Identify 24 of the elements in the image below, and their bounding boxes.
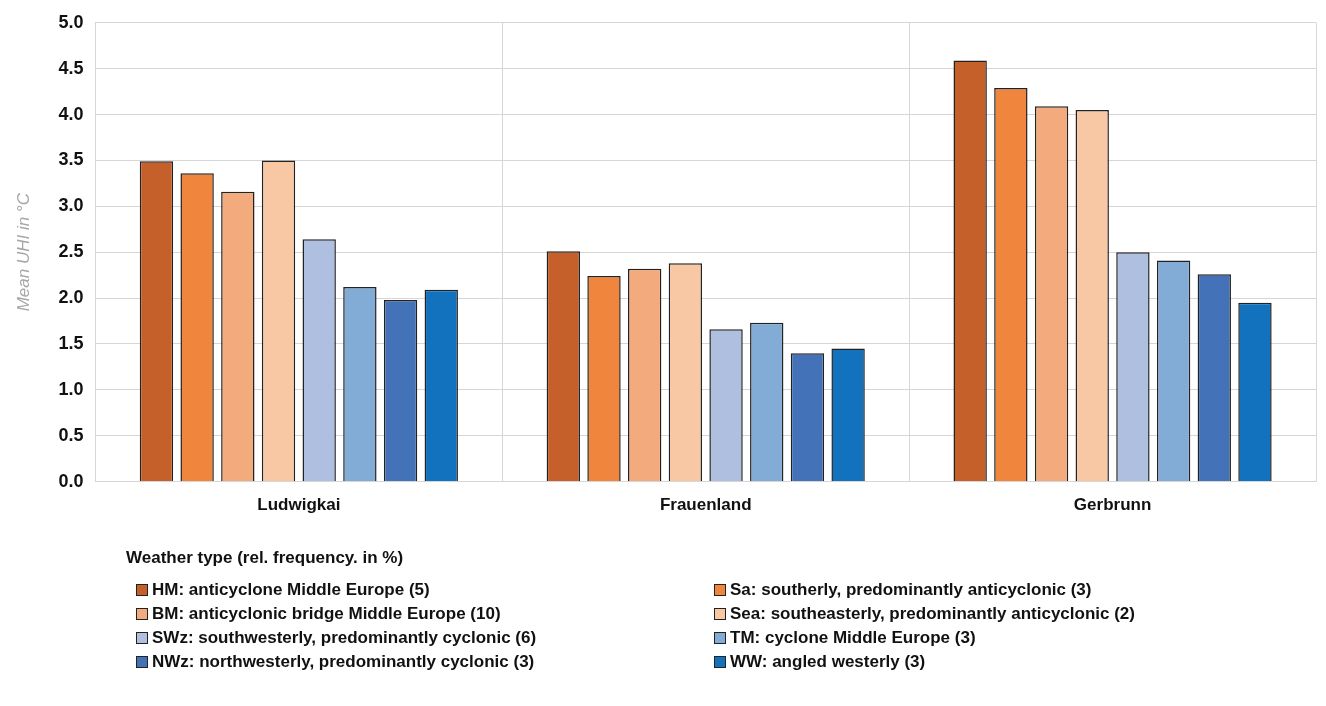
- y-tick-label: 1.0: [58, 378, 84, 399]
- x-tick-label: Ludwigkai: [257, 495, 341, 515]
- y-tick-label: 2.0: [58, 287, 84, 308]
- y-tick-label: 0.5: [58, 424, 84, 445]
- legend-label: Sa: southerly, predominantly anticyclonic (3): [730, 580, 1092, 600]
- y-tick-label: 3.5: [58, 149, 84, 170]
- y-axis-title: Mean UHI in °C: [13, 192, 33, 312]
- legend-label: HM: anticyclone Middle Europe (5): [152, 580, 430, 600]
- y-tick-label: 3.0: [58, 195, 84, 216]
- legend-title: Weather type (rel. frequency. in %): [126, 548, 405, 568]
- y-tick-label: 0.0: [58, 470, 84, 491]
- legend-label: SWz: southwesterly, predominantly cyclonic (6): [152, 628, 537, 648]
- legend-label: Sea: southeasterly, predominantly anticyclonic (2): [730, 604, 1135, 624]
- legend-label: TM: cyclone Middle Europe (3): [730, 628, 976, 648]
- x-tick-label: Gerbrunn: [1073, 495, 1152, 515]
- legend-label: BM: anticyclonic bridge Middle Europe (10): [152, 604, 501, 624]
- legend-label: NWz: northwesterly, predominantly cyclonic (3): [152, 652, 535, 672]
- y-tick-label: 1.5: [58, 332, 84, 353]
- legend-label: WW: angled westerly (3): [730, 652, 926, 672]
- x-tick-label: Frauenland: [659, 495, 752, 515]
- y-tick-label: 4.0: [58, 103, 84, 124]
- y-tick-label: 5.0: [58, 11, 84, 32]
- y-tick-label: 2.5: [58, 241, 84, 262]
- y-tick-label: 4.5: [58, 57, 84, 78]
